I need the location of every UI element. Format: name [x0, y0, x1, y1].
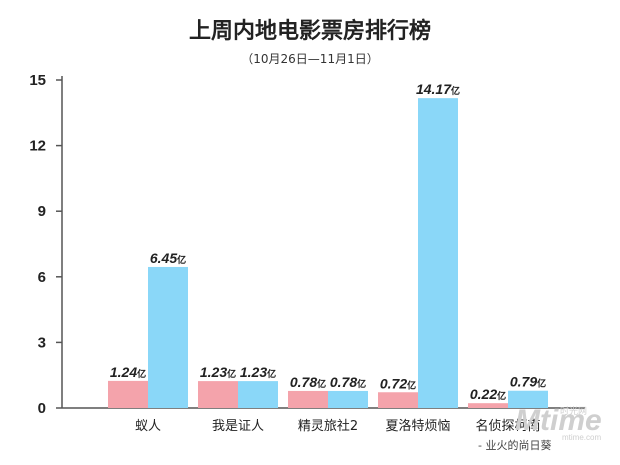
- category-label: 我是证人: [212, 419, 264, 434]
- bar-series-2: [418, 98, 458, 409]
- watermark-domain: mtime.com: [562, 433, 601, 442]
- bar-series-1: [108, 380, 148, 408]
- data-label: 6.45亿: [150, 250, 186, 266]
- y-tick-label: 3: [38, 334, 46, 351]
- bar-series-2: [148, 266, 188, 408]
- data-label: 0.78亿: [290, 374, 326, 390]
- watermark-credit: - 业火的尚日葵: [478, 438, 551, 452]
- chart-title: 上周内地电影票房排行榜: [189, 18, 431, 44]
- y-tick-label: 9: [38, 203, 46, 220]
- chart-subtitle: （10月26日—11月1日）: [241, 52, 378, 66]
- data-label: 14.17亿: [416, 81, 460, 97]
- category-label: 夏洛特烦恼: [385, 419, 450, 434]
- data-label: 0.72亿: [380, 375, 416, 391]
- category-label: 精灵旅社2: [298, 418, 358, 434]
- category-label: 名侦探柯南: [475, 418, 540, 434]
- data-label: 0.79亿: [510, 374, 546, 390]
- data-label: 1.23亿: [240, 364, 276, 380]
- y-tick-label: 6: [38, 269, 46, 286]
- bar-series-1: [468, 403, 508, 408]
- data-label: 1.23亿: [200, 364, 236, 380]
- data-label: 0.78亿: [330, 374, 366, 390]
- watermark-logo: Mtime: [515, 404, 602, 437]
- y-tick-label: 0: [38, 400, 46, 417]
- bar-series-2: [508, 390, 548, 408]
- y-tick-label: 12: [29, 138, 46, 155]
- category-label: 蚁人: [135, 419, 161, 434]
- watermark-logo-cn: 时光网: [560, 405, 587, 416]
- watermark: Mtime 时光网 mtime.com - 业火的尚日葵: [478, 404, 602, 452]
- bar-series-1: [198, 381, 238, 408]
- bar-series-2: [328, 390, 368, 408]
- y-tick-label: 15: [29, 72, 46, 89]
- bar-series-1: [378, 392, 418, 408]
- bar-series-1: [288, 390, 328, 408]
- data-label: 0.22亿: [470, 386, 506, 402]
- bar-series-2: [238, 381, 278, 408]
- data-label: 1.24亿: [110, 364, 146, 380]
